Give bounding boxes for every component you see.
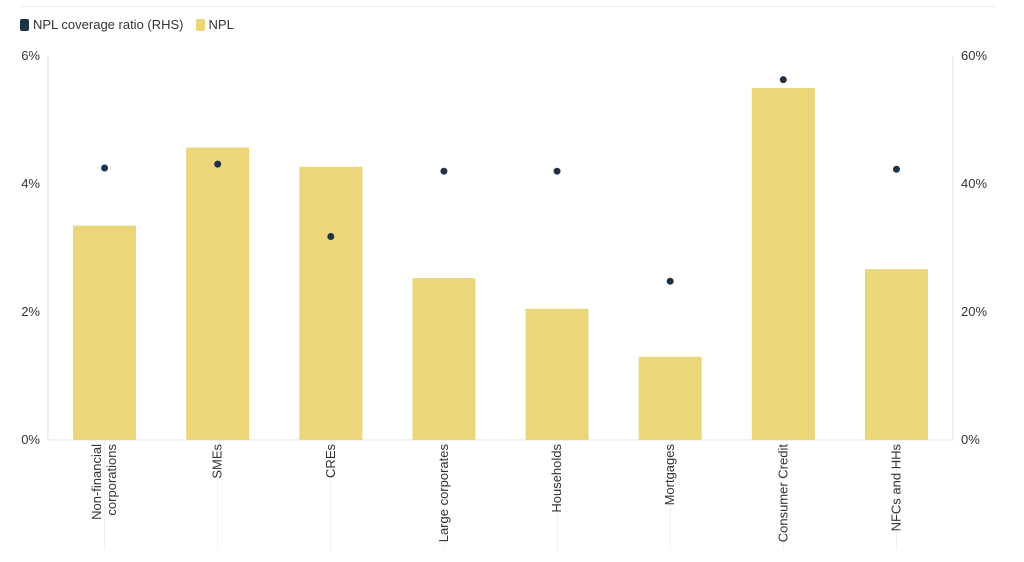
left-tick-label: 4% — [21, 176, 40, 191]
category-label: SMEs — [210, 444, 225, 479]
coverage-point[interactable] — [327, 232, 335, 240]
coverage-points — [101, 76, 900, 285]
npl-bar[interactable] — [525, 308, 589, 440]
left-tick-label: 0% — [21, 432, 40, 447]
npl-bar[interactable] — [299, 166, 363, 440]
right-tick-label: 20% — [961, 304, 987, 319]
category-label: CREs — [323, 444, 338, 478]
coverage-point[interactable] — [214, 160, 222, 168]
chart-legend: NPL coverage ratio (RHS) NPL — [20, 17, 234, 32]
category-label: NFCs and HHs — [888, 444, 903, 532]
npl-bar[interactable] — [751, 88, 815, 440]
legend-label-npl: NPL — [208, 17, 234, 32]
left-tick-label: 2% — [21, 304, 40, 319]
legend-item-coverage[interactable]: NPL coverage ratio (RHS) — [20, 17, 184, 32]
legend-swatch-coverage — [20, 18, 29, 31]
coverage-point[interactable] — [440, 167, 448, 175]
npl-bar[interactable] — [186, 147, 250, 440]
left-tick-label: 6% — [21, 48, 40, 63]
npl-bars — [73, 88, 928, 440]
legend-label-coverage: NPL coverage ratio (RHS) — [33, 17, 184, 32]
coverage-point[interactable] — [101, 164, 109, 172]
npl-bar[interactable] — [412, 278, 476, 440]
category-label: corporations — [104, 444, 119, 516]
category-label: Households — [549, 444, 564, 513]
legend-swatch-npl — [195, 18, 205, 31]
coverage-point[interactable] — [892, 165, 900, 173]
legend-item-npl[interactable]: NPL — [195, 17, 234, 32]
right-tick-label: 0% — [961, 432, 980, 447]
category-label: Mortgages — [662, 444, 677, 506]
category-separators — [104, 440, 897, 550]
top-divider — [20, 6, 996, 7]
npl-bar[interactable] — [864, 269, 928, 440]
category-labels: Non-financial corporations SMEs CREs Large c… — [89, 444, 903, 543]
tick-labels: 0% 2% 4% 6% 0% 20% 40% 60% — [21, 48, 987, 447]
category-label: Consumer Credit — [775, 444, 790, 543]
category-label: Non-financial — [89, 444, 104, 520]
right-tick-label: 40% — [961, 176, 987, 191]
axes — [47, 56, 954, 441]
npl-bar[interactable] — [638, 356, 702, 440]
npl-bar[interactable] — [73, 225, 137, 440]
coverage-point[interactable] — [553, 167, 561, 175]
coverage-point[interactable] — [666, 277, 674, 285]
category-label: Large corporates — [436, 444, 451, 543]
right-tick-label: 60% — [961, 48, 987, 63]
coverage-point[interactable] — [779, 76, 787, 84]
